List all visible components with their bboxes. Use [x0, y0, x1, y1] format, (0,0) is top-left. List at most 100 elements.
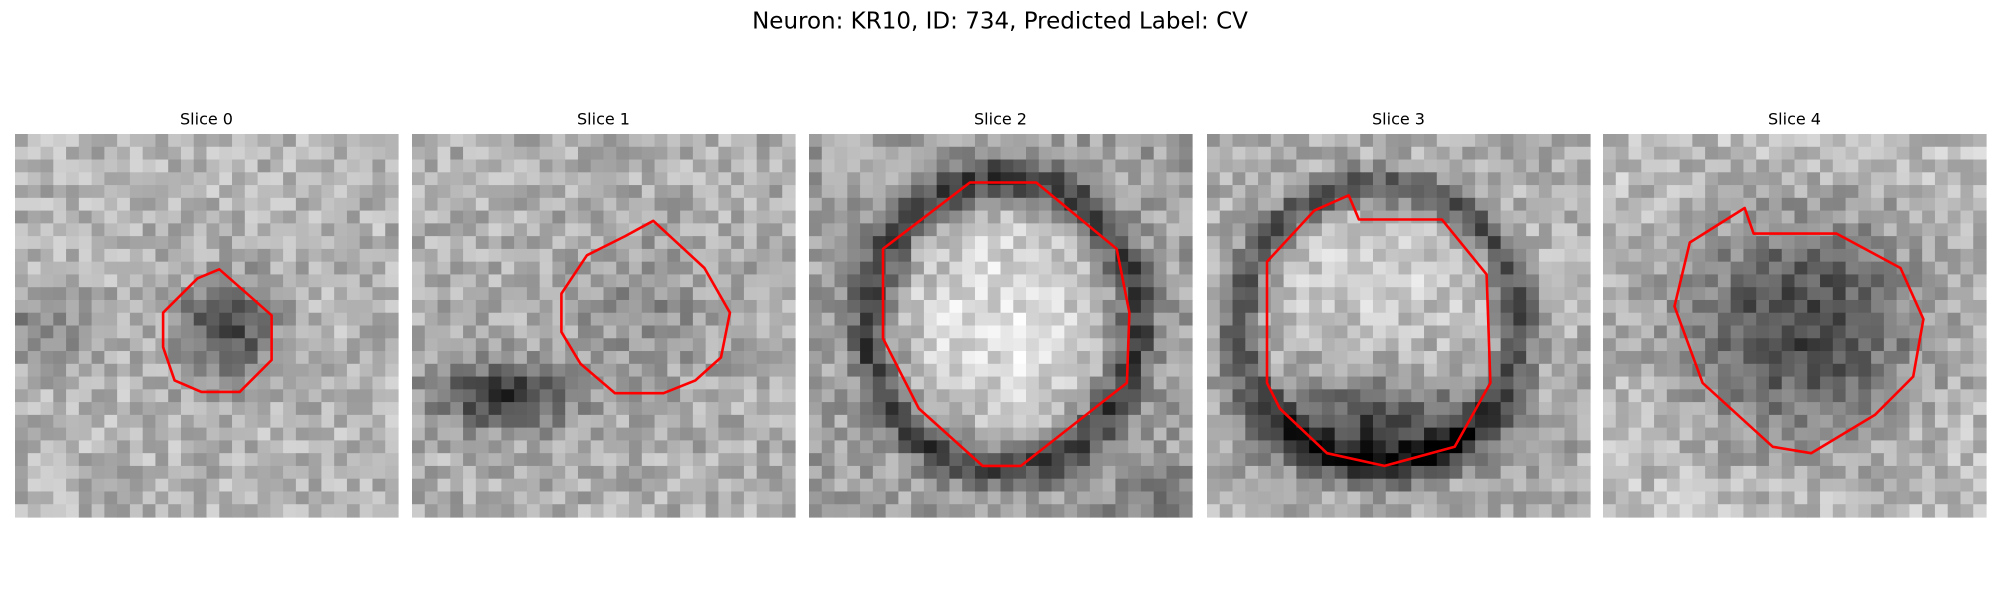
- pixel: [1283, 491, 1297, 505]
- pixel: [1449, 376, 1463, 390]
- pixel: [27, 134, 42, 148]
- pixel: [412, 312, 426, 327]
- pixel: [104, 389, 118, 403]
- pixel: [40, 338, 54, 352]
- pixel: [1270, 376, 1285, 390]
- pixel: [756, 491, 771, 505]
- pixel: [1360, 351, 1374, 365]
- pixel: [1077, 172, 1091, 186]
- pixel: [283, 185, 297, 199]
- pixel: [385, 312, 399, 327]
- pixel: [1166, 427, 1180, 441]
- pixel: [359, 427, 374, 441]
- pixel: [718, 134, 732, 148]
- pixel: [155, 172, 169, 186]
- pixel: [1820, 491, 1834, 505]
- pixel: [463, 478, 477, 493]
- pixel: [782, 402, 796, 416]
- pixel: [1140, 440, 1155, 454]
- pixel: [15, 146, 29, 161]
- pixel: [424, 210, 439, 224]
- pixel: [1934, 159, 1949, 173]
- pixel: [1526, 261, 1540, 276]
- pixel: [1051, 223, 1065, 237]
- pixel: [1666, 134, 1681, 148]
- pixel: [936, 299, 951, 314]
- pixel: [1411, 210, 1425, 224]
- pixel: [987, 427, 1002, 441]
- pixel: [346, 185, 361, 199]
- pixel: [1334, 478, 1349, 493]
- pixel: [1424, 261, 1438, 276]
- pixel: [847, 287, 861, 301]
- pixel: [1973, 261, 1987, 276]
- pixel: [475, 478, 490, 493]
- pixel: [1296, 197, 1310, 212]
- pixel: [1666, 389, 1681, 403]
- pixel: [1026, 210, 1040, 224]
- pixel: [1064, 312, 1078, 327]
- pixel: [501, 504, 515, 518]
- pixel: [641, 134, 656, 148]
- pixel: [1000, 414, 1014, 429]
- pixel: [1436, 465, 1451, 480]
- pixel: [270, 261, 284, 276]
- pixel: [437, 287, 451, 301]
- pixel: [424, 146, 439, 161]
- pixel: [1832, 402, 1847, 416]
- pixel: [1820, 185, 1834, 199]
- pixel: [809, 146, 823, 161]
- pixel: [1026, 299, 1040, 314]
- pixel: [232, 363, 246, 378]
- pixel: [1896, 402, 1910, 416]
- pixel: [1960, 134, 1974, 148]
- pixel: [1411, 427, 1425, 441]
- pixel: [1398, 312, 1412, 327]
- pixel: [1372, 223, 1387, 237]
- pixel: [1115, 504, 1129, 518]
- pixel: [1628, 223, 1642, 237]
- pixel: [180, 402, 195, 416]
- pixel: [731, 389, 745, 403]
- pixel: [1475, 146, 1489, 161]
- pixel: [1258, 197, 1272, 212]
- pixel: [1000, 351, 1014, 365]
- pixel: [654, 261, 668, 276]
- pixel: [1756, 414, 1770, 429]
- pixel: [1960, 172, 1974, 186]
- pixel: [1026, 504, 1040, 518]
- pixel: [385, 299, 399, 314]
- pixel: [667, 172, 681, 186]
- pixel: [308, 491, 322, 505]
- pixel: [1641, 197, 1655, 212]
- pixel: [463, 287, 477, 301]
- pixel: [1128, 402, 1142, 416]
- pixel: [1232, 223, 1246, 237]
- pixel: [1270, 427, 1285, 441]
- pixel: [1922, 427, 1936, 441]
- pixel: [53, 491, 67, 505]
- pixel: [1411, 440, 1425, 454]
- pixel: [629, 299, 643, 314]
- pixel: [911, 504, 925, 518]
- pixel: [295, 236, 310, 250]
- pixel: [27, 338, 42, 352]
- pixel: [295, 312, 310, 327]
- pixel: [1385, 223, 1400, 237]
- pixel: [962, 351, 976, 365]
- pixel: [1487, 236, 1502, 250]
- pixel: [412, 210, 426, 224]
- pixel: [667, 504, 681, 518]
- pixel: [769, 453, 783, 467]
- pixel: [1347, 478, 1361, 493]
- pixel: [308, 185, 322, 199]
- pixel: [283, 312, 297, 327]
- pixel: [308, 287, 322, 301]
- pixel: [129, 351, 144, 365]
- pixel: [629, 325, 643, 339]
- pixel: [1219, 440, 1234, 454]
- pixel: [514, 363, 528, 378]
- contour: [161, 268, 273, 394]
- pixel: [1628, 159, 1642, 173]
- pixel: [1334, 376, 1349, 390]
